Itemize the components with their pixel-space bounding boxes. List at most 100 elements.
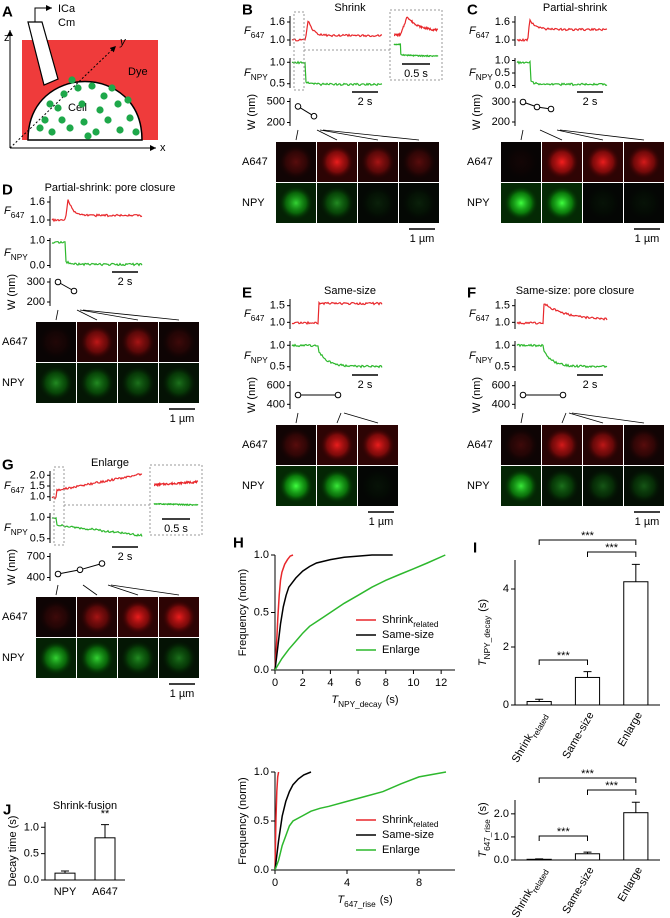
x-tick-label: 8 — [416, 877, 422, 889]
sig-bracket — [538, 777, 637, 783]
tile-spot — [504, 469, 538, 503]
y-tick-label: 1.0 — [270, 339, 285, 351]
legend-label: Enlarge — [382, 644, 420, 656]
fan-line — [316, 129, 338, 141]
axis-label: F647 — [4, 480, 25, 495]
y-tick-label: 0.5 — [270, 78, 285, 90]
panel-label: F — [467, 285, 476, 302]
tile-spot — [627, 186, 661, 220]
axis-label: F647 — [4, 205, 25, 220]
w-point — [559, 391, 567, 399]
y-tick-label: 600 — [267, 380, 285, 392]
x-tick-label: 0 — [272, 877, 278, 889]
vesicle — [124, 96, 132, 104]
axis-label: W (nm) — [6, 549, 18, 585]
chart-title: Shrink-fusion — [53, 800, 117, 812]
w-point — [98, 560, 106, 567]
y-tick-label: 1.0 — [254, 766, 269, 778]
tile-spot — [121, 325, 155, 359]
panel-title: Partial-shrink — [543, 2, 608, 14]
fan-line — [295, 412, 299, 424]
legend-label: Enlarge — [382, 844, 420, 856]
y-tick-label: 0.0 — [24, 874, 39, 886]
x-tick-label: 2 — [300, 677, 306, 689]
vesicle — [92, 128, 100, 136]
panel-title: Partial-shrink: pore closure — [45, 182, 176, 194]
sig-bracket — [587, 789, 637, 795]
vesicle — [104, 116, 112, 124]
tile-spot — [279, 428, 313, 462]
y-tick-label: 1.0 — [495, 339, 510, 351]
legend-sub: related — [413, 620, 439, 629]
vesicle — [41, 116, 49, 124]
axis-label: F647 — [244, 308, 265, 323]
row-label: A647 — [2, 336, 28, 348]
axis-label: FNPY — [469, 67, 493, 82]
y-axis-label: Frequency (norm) — [237, 777, 249, 864]
y-tick-label: 600 — [492, 380, 510, 392]
trace — [291, 20, 383, 42]
y-tick-label: 400 — [267, 398, 285, 410]
pipette — [27, 21, 59, 86]
y-tick-label: 0 — [503, 699, 509, 711]
tile-spot — [320, 145, 354, 179]
label-main: F — [469, 308, 477, 320]
space-scale-label: 1 µm — [410, 233, 435, 245]
fan-line — [520, 412, 524, 424]
y-tick-label: 400 — [492, 398, 510, 410]
tile-spot — [39, 600, 73, 634]
panel-title: Same-size — [324, 285, 376, 297]
w-point — [294, 391, 302, 399]
time-scale-label: 2 s — [358, 96, 373, 108]
vesicle — [88, 82, 96, 90]
y-tick-label: 0.0 — [254, 864, 269, 876]
legend-label: Same-size — [382, 629, 434, 641]
vesicle — [84, 132, 92, 140]
y-label: y — [119, 36, 127, 48]
time-scale-label: 2 s — [583, 379, 598, 391]
y-tick-label: 400 — [27, 572, 45, 584]
y-tick-label: 0.5 — [24, 848, 39, 860]
label-sub: NPY — [476, 73, 493, 82]
inset-scale-label: 0.5 s — [404, 68, 428, 80]
label-main: F — [4, 247, 12, 259]
tile-spot — [39, 325, 73, 359]
panel-a: A ICa Cm z x y Dye Cell — [2, 3, 166, 154]
legend-label: Shrinkrelated — [382, 814, 439, 829]
cm-label: Cm — [58, 17, 75, 29]
y-tick-label: 1.0 — [30, 491, 45, 503]
x-tick-label: A647 — [92, 886, 118, 898]
tile-spot — [586, 469, 620, 503]
w-point — [334, 391, 342, 399]
tile-spot — [545, 428, 579, 462]
category-sub: related — [531, 713, 552, 740]
label-sub: 647_rise — [483, 819, 492, 851]
label-main: F — [469, 67, 477, 79]
fan-line — [55, 584, 59, 596]
sig-label: *** — [557, 826, 571, 838]
y-tick-label: 1.0 — [495, 34, 510, 46]
tile-spot — [320, 186, 354, 220]
fan-line — [76, 309, 98, 321]
vesicle — [132, 128, 140, 136]
panel-label: J — [3, 802, 11, 819]
y-tick-label: 0.5 — [270, 361, 285, 373]
ica-label: ICa — [58, 3, 76, 15]
tile-spot — [504, 428, 538, 462]
y-tick-label: 0.5 — [254, 607, 269, 619]
vesicle — [68, 76, 76, 84]
row-label: NPY — [467, 197, 490, 209]
y-tick-label: 0.5 — [254, 815, 269, 827]
y-axis-label: T647_rise (s) — [477, 802, 492, 857]
legend-label: Same-size — [382, 829, 434, 841]
y-tick-label: 300 — [27, 276, 45, 288]
label-main: F — [244, 308, 252, 320]
y-axis-label: Frequency (norm) — [237, 569, 249, 656]
tile-spot — [279, 145, 313, 179]
fan-line — [539, 129, 563, 141]
panel-title: Enlarge — [91, 457, 129, 469]
bar — [54, 872, 76, 881]
zoom-box — [293, 11, 305, 91]
panel-e: E Same-size 1.5 1.0 1.0 0.5 600 400 W (nm) 2 s A64… — [242, 285, 398, 528]
w-point — [519, 98, 527, 106]
